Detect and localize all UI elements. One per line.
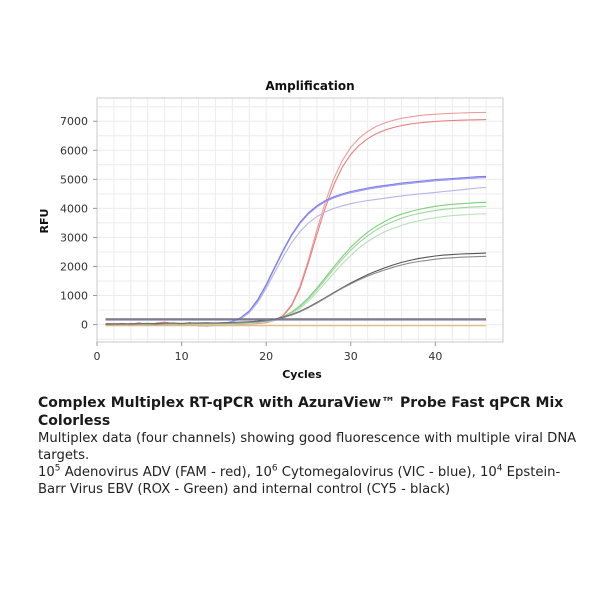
y-tick-label: 2000 [60, 260, 88, 273]
y-tick-label: 6000 [60, 144, 88, 157]
caption-sup-1: 5 [54, 463, 61, 474]
x-tick-label: 20 [259, 350, 273, 363]
y-tick-label: 5000 [60, 173, 88, 186]
caption-line-1: Multiplex data (four channels) showing g… [38, 431, 577, 463]
x-axis-label: Cycles [282, 368, 322, 381]
caption-sup-3: 4 [496, 463, 503, 474]
caption-seg-4: Epstein-Barr Virus EBV (ROX - Green) and… [38, 465, 561, 497]
y-tick-labels: 0 1000 2000 3000 4000 5000 6000 7000 [60, 115, 97, 332]
series-line-7 [105, 205, 487, 326]
series-line-4 [105, 175, 487, 326]
y-axis-label: RFU [38, 209, 51, 234]
x-tick-label: 30 [344, 350, 358, 363]
amplification-chart: Amplification 0 1000 2000 3000 4000 5000 6000 7… [38, 79, 504, 381]
y-tick-label: 0 [81, 319, 88, 332]
series-line-6 [105, 201, 487, 326]
y-tick-label: 7000 [60, 115, 88, 128]
chart-title: Amplification [265, 79, 354, 93]
plot-frame [96, 97, 504, 343]
y-tick-label: 4000 [60, 202, 88, 215]
x-tick-labels: 0 10 20 30 40 [94, 342, 442, 363]
figure-caption: Complex Multiplex RT-qPCR with AzuraView… [38, 394, 578, 498]
caption-seg-1: 10 [38, 465, 55, 480]
caption-seg-2: Adenovirus ADV (FAM - red), 10 [60, 465, 272, 480]
series-line-10 [105, 255, 487, 326]
series-line-8 [105, 213, 487, 326]
x-tick-label: 0 [94, 350, 101, 363]
y-tick-label: 1000 [60, 290, 88, 303]
caption-seg-3: Cytomegalovirus (VIC - blue), 10 [277, 465, 497, 480]
series-lines [105, 111, 487, 327]
caption-line-2: 105 Adenovirus ADV (FAM - red), 106 Cyto… [38, 464, 578, 498]
caption-sup-2: 6 [271, 463, 278, 474]
caption-title: Complex Multiplex RT-qPCR with AzuraView… [38, 395, 564, 429]
x-tick-label: 10 [175, 350, 189, 363]
y-tick-label: 3000 [60, 231, 88, 244]
x-tick-label: 40 [428, 350, 442, 363]
